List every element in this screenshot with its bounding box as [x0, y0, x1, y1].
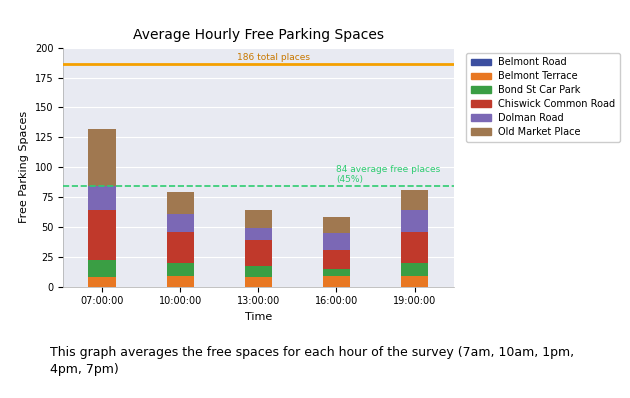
Bar: [401, 276, 428, 287]
Text: 84 average free places
(45%): 84 average free places (45%): [336, 165, 440, 184]
Bar: [401, 210, 428, 232]
Text: This graph averages the free spaces for each hour of the survey (7am, 10am, 1pm,: This graph averages the free spaces for …: [50, 346, 575, 376]
Bar: [88, 277, 116, 287]
Text: 186 total places: 186 total places: [238, 53, 311, 62]
Bar: [166, 192, 194, 214]
Bar: [166, 214, 194, 232]
Bar: [244, 210, 272, 228]
Legend: Belmont Road, Belmont Terrace, Bond St Car Park, Chiswick Common Road, Dolman Ro: Belmont Road, Belmont Terrace, Bond St C…: [466, 53, 621, 142]
Bar: [244, 240, 272, 266]
Y-axis label: Free Parking Spaces: Free Parking Spaces: [19, 111, 29, 223]
Bar: [244, 266, 272, 277]
Bar: [88, 210, 116, 260]
Bar: [323, 217, 350, 233]
Bar: [88, 129, 116, 186]
Bar: [323, 233, 350, 250]
Bar: [401, 232, 428, 263]
Bar: [88, 260, 116, 277]
Bar: [244, 228, 272, 240]
Bar: [244, 277, 272, 287]
Bar: [401, 190, 428, 210]
Bar: [166, 232, 194, 263]
Bar: [323, 276, 350, 287]
Bar: [323, 250, 350, 269]
Bar: [401, 263, 428, 276]
Bar: [323, 269, 350, 276]
Bar: [166, 276, 194, 287]
Title: Average Hourly Free Parking Spaces: Average Hourly Free Parking Spaces: [133, 28, 384, 43]
Bar: [166, 263, 194, 276]
X-axis label: Time: Time: [244, 312, 272, 322]
Bar: [88, 186, 116, 210]
